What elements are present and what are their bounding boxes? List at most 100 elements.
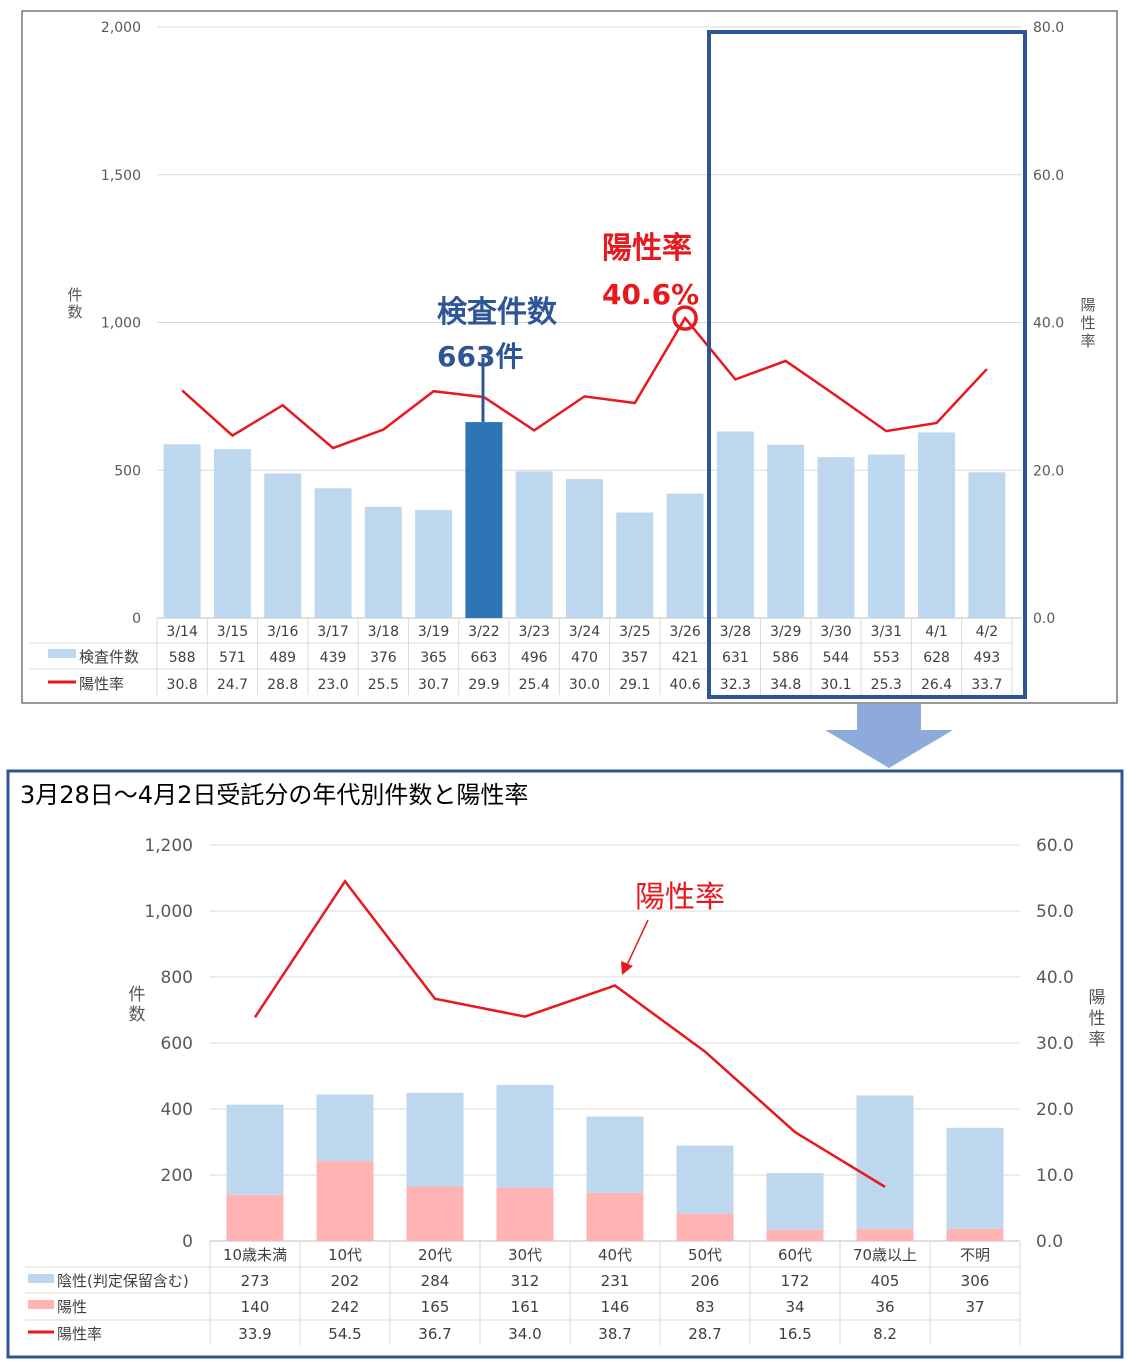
bottom-legend-neg-swatch bbox=[28, 1274, 54, 1283]
bottom-table-neg-cell: 312 bbox=[511, 1272, 540, 1290]
top-table-count-cell: 496 bbox=[521, 650, 548, 666]
bottom-table-pos-cell: 161 bbox=[511, 1298, 540, 1316]
bottom-chart-frame bbox=[6, 769, 1124, 1359]
top-table-rate-cell: 40.6 bbox=[670, 677, 701, 693]
top-x-tick-label: 3/16 bbox=[267, 624, 299, 640]
top-table-count-cell: 421 bbox=[672, 650, 699, 666]
bottom-y-tick-label: 1,000 bbox=[144, 902, 193, 922]
bottom-rate-line bbox=[253, 879, 886, 1188]
bottom-chart-title: 3月28日～4月2日受託分の年代別件数と陽性率 bbox=[20, 781, 528, 809]
top-table-rate-cell: 25.3 bbox=[871, 677, 902, 693]
top-bar bbox=[163, 444, 201, 618]
bottom-y-tick-label: 1,200 bbox=[144, 836, 193, 856]
top-y2-tick-label: 20.0 bbox=[1033, 463, 1064, 479]
top-bar bbox=[213, 449, 251, 618]
top-table-rate-cell: 34.8 bbox=[770, 677, 801, 693]
bottom-x-tick-label: 70歳以上 bbox=[853, 1246, 917, 1264]
top-bar bbox=[415, 510, 453, 618]
bottom-table-neg-cell: 405 bbox=[871, 1272, 900, 1290]
top-bars bbox=[163, 422, 1006, 618]
bottom-legend-pos-label: 陽性 bbox=[57, 1298, 87, 1316]
bottom-rate-annotation-arrow bbox=[626, 919, 649, 966]
bottom-table-rate-cell: 34.0 bbox=[508, 1325, 541, 1343]
bottom-bar-negative bbox=[496, 1084, 554, 1188]
bottom-table-pos-cell: 242 bbox=[331, 1298, 360, 1316]
top-x-tick-label: 4/2 bbox=[976, 624, 999, 640]
top-y2-tick-label: 40.0 bbox=[1033, 316, 1064, 332]
bottom-table-pos-cell: 140 bbox=[241, 1298, 270, 1316]
bottom-bar-positive bbox=[496, 1187, 554, 1241]
top-x-tick-label: 3/14 bbox=[166, 624, 198, 640]
bottom-bar-positive bbox=[676, 1213, 734, 1241]
top-x-tick-label: 3/17 bbox=[317, 624, 348, 640]
down-arrow-icon bbox=[825, 704, 953, 768]
top-y2-tick-label: 60.0 bbox=[1033, 168, 1064, 184]
bottom-legend-neg-label: 陰性(判定保留含む) bbox=[57, 1272, 189, 1290]
top-table-rate-cell: 23.0 bbox=[317, 677, 348, 693]
bottom-bar-negative bbox=[946, 1127, 1004, 1229]
top-bar bbox=[716, 431, 754, 618]
bottom-y2-tick-label: 0.0 bbox=[1036, 1232, 1063, 1252]
top-x-tick-label: 3/28 bbox=[720, 624, 751, 640]
bottom-table-neg-cell: 306 bbox=[961, 1272, 990, 1290]
top-table-rate-cell: 24.7 bbox=[217, 677, 248, 693]
bottom-bar-negative bbox=[226, 1104, 284, 1195]
top-bar bbox=[817, 457, 855, 618]
bottom-y2-tick-label: 30.0 bbox=[1036, 1034, 1074, 1054]
top-x-tick-label: 3/29 bbox=[770, 624, 801, 640]
highlight-range-frame bbox=[707, 30, 1027, 699]
bottom-bar-positive bbox=[226, 1194, 284, 1241]
top-table-rate-cell: 30.0 bbox=[569, 677, 600, 693]
bottom-y2-tick-label: 10.0 bbox=[1036, 1166, 1074, 1186]
top-y2-tick-label: 80.0 bbox=[1033, 20, 1064, 36]
top-table-rate-cell: 30.8 bbox=[167, 677, 198, 693]
bottom-y2-tick-label: 60.0 bbox=[1036, 836, 1074, 856]
top-table-rate-cell: 25.4 bbox=[519, 677, 550, 693]
top-ticks: 0 500 1,000 1,500 2,000 0.0 20.0 40.0 60.0 80.0 bbox=[101, 20, 1064, 627]
bottom-legend-line-label: 陽性率 bbox=[57, 1325, 102, 1343]
bottom-table-neg-cell: 231 bbox=[601, 1272, 630, 1290]
top-legend-bar-label: 検査件数 bbox=[79, 648, 139, 666]
top-bar bbox=[515, 471, 553, 618]
bottom-table-rate-cell: 38.7 bbox=[598, 1325, 631, 1343]
top-table-rate-cell: 29.9 bbox=[468, 677, 499, 693]
top-x-tick-label: 3/15 bbox=[217, 624, 248, 640]
svg-text:陽性率: 陽性率 bbox=[1080, 296, 1095, 350]
top-table-count-cell: 631 bbox=[722, 650, 749, 666]
bottom-table-pos-cell: 36 bbox=[875, 1298, 894, 1316]
bottom-table-neg-cell: 172 bbox=[781, 1272, 810, 1290]
bottom-table-rate-cell: 28.7 bbox=[688, 1325, 721, 1343]
top-y-tick-label: 500 bbox=[114, 463, 141, 479]
bottom-bar-negative bbox=[406, 1092, 464, 1187]
top-table-count-cell: 376 bbox=[370, 650, 397, 666]
top-table-count-cell: 493 bbox=[973, 650, 1000, 666]
top-y2-tick-label: 0.0 bbox=[1033, 611, 1055, 627]
bottom-y2-axis-title: 陽性率 bbox=[1089, 988, 1106, 1050]
top-table-count-cell: 571 bbox=[219, 650, 246, 666]
top-line bbox=[181, 315, 988, 450]
top-y-tick-label: 0 bbox=[132, 611, 141, 627]
bottom-y2-tick-label: 20.0 bbox=[1036, 1100, 1074, 1120]
top-table-count-cell: 586 bbox=[772, 650, 799, 666]
top-table-count-cell: 489 bbox=[269, 650, 296, 666]
rate-peak-circle bbox=[672, 305, 698, 331]
bottom-data-table: 10歳未満 273 140 33.9 10代 202 242 54.5 20代 284 165 36.… bbox=[25, 1241, 1021, 1345]
top-table-rate-cell: 32.3 bbox=[720, 677, 751, 693]
bottom-x-tick-label: 60代 bbox=[778, 1246, 812, 1264]
bottom-y-tick-label: 800 bbox=[161, 968, 193, 988]
top-x-tick-label: 3/26 bbox=[669, 624, 701, 640]
top-y-tick-label: 1,500 bbox=[101, 168, 141, 184]
top-table-rate-cell: 28.8 bbox=[267, 677, 298, 693]
count-annotation-label: 検査件数 bbox=[437, 295, 558, 330]
top-y-axis-title: 件数 bbox=[67, 286, 82, 321]
top-bar bbox=[616, 512, 654, 618]
top-x-tick-label: 3/18 bbox=[368, 624, 399, 640]
bottom-table-neg-cell: 284 bbox=[421, 1272, 450, 1290]
bottom-y-tick-label: 0 bbox=[182, 1232, 193, 1252]
top-table-count-cell: 553 bbox=[873, 650, 900, 666]
top-bar bbox=[364, 506, 402, 618]
top-y2-axis-title: 陽性率 bbox=[1080, 296, 1095, 350]
top-table-count-cell: 663 bbox=[471, 650, 498, 666]
bottom-table-rate-cell: 33.9 bbox=[238, 1325, 271, 1343]
top-table-count-cell: 365 bbox=[420, 650, 447, 666]
